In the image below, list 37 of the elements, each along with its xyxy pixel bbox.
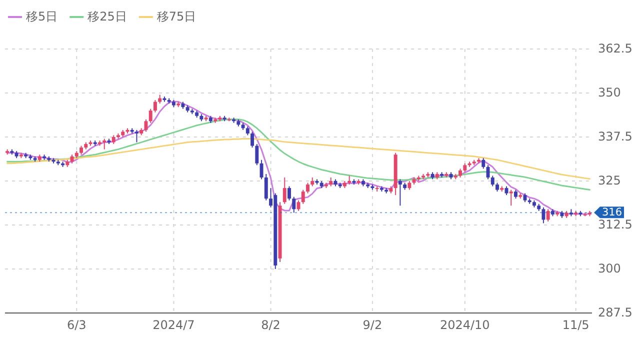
legend-label: 移75日 [156,9,196,24]
x-tick-label: 11/5 [562,318,590,332]
legend-label: 移5日 [26,9,58,24]
candlestick [306,182,310,194]
x-tick-label: 9/2 [362,318,382,332]
x-tick-label: 2024/10 [440,318,490,332]
candlestick [255,144,259,166]
y-tick-label: 337.5 [598,129,632,144]
candlestick [264,173,268,201]
y-tick-label: 350 [598,85,621,100]
candlestick [260,159,264,180]
candlestick [153,100,157,113]
candlestick [292,196,296,214]
y-tick-label: 312.5 [598,217,632,232]
candlestick [282,176,286,204]
candlestick [134,129,138,143]
candlestick [546,208,550,222]
candlestick [102,138,106,150]
y-tick-label: 325 [598,173,621,188]
ref-line-label: 316 [602,206,622,219]
candlestick [542,206,546,224]
x-tick-label: 6/3 [66,318,86,332]
x-tick-label: 2024/7 [152,318,195,332]
candlestick [509,189,513,206]
candlestick [250,131,254,148]
candlestick [490,175,494,187]
candlestick [288,186,291,201]
y-tick-label: 362.5 [598,41,632,56]
legend-label: 移25日 [88,9,127,24]
candlestick [482,158,486,170]
x-tick-label: 8/2 [261,318,280,332]
candlestick [398,178,402,206]
y-tick-label: 300 [598,261,621,276]
y-tick-label: 287.5 [598,305,632,320]
candlestick [301,189,305,204]
candlestick [148,108,152,124]
candlestick [144,118,148,132]
